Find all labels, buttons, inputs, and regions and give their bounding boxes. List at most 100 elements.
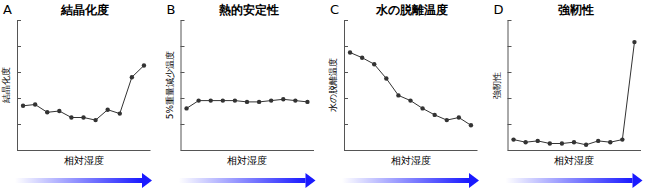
arrow-head — [469, 173, 479, 188]
point — [348, 50, 352, 54]
arrow-shaft — [15, 178, 142, 183]
y-tick-mark — [344, 46, 348, 47]
x-axis-line — [508, 150, 641, 151]
point — [536, 139, 540, 143]
point — [221, 98, 225, 102]
point — [305, 100, 309, 104]
line — [23, 66, 144, 121]
y-tick-mark — [181, 124, 185, 125]
title: 強靭性 — [558, 3, 594, 17]
plot-area — [184, 97, 309, 111]
point — [360, 56, 364, 60]
title: 熱的安定性 — [218, 3, 279, 17]
y-tick — [17, 124, 21, 125]
panel: C水の脱離温度水の脱離温度相対湿度 — [328, 2, 479, 188]
point — [209, 98, 213, 102]
y-tick-mark — [17, 72, 21, 73]
point — [142, 63, 146, 67]
y-tick — [344, 98, 348, 99]
plot-area — [511, 40, 636, 147]
y-tick-mark — [181, 20, 185, 21]
point — [21, 104, 25, 108]
y-axis-line — [508, 21, 509, 151]
point — [548, 141, 552, 145]
point — [457, 115, 461, 119]
y-tick-mark — [508, 124, 512, 125]
y-tick — [344, 124, 348, 125]
point — [396, 93, 400, 97]
point — [596, 139, 600, 143]
y-axis-line — [344, 21, 345, 151]
point — [608, 140, 612, 144]
point — [523, 140, 527, 144]
x-axis-line — [18, 150, 151, 151]
point — [196, 98, 200, 102]
panel: A結晶化度結晶化度相対湿度 — [1, 2, 152, 188]
point — [45, 110, 49, 114]
line — [350, 53, 471, 126]
figure: A結晶化度結晶化度相対湿度B熱的安定性5%重量減少温度相対湿度C水の脱離温度水の… — [0, 0, 650, 195]
panel: D強靭性強靭性相対湿度 — [492, 2, 643, 188]
y-tick-mark — [508, 72, 512, 73]
y-tick-mark — [17, 124, 21, 125]
y-tick-mark — [181, 46, 185, 47]
x-axis-title: 相対湿度 — [391, 155, 431, 166]
y-tick-mark — [17, 20, 21, 21]
panel-label: C — [330, 2, 339, 17]
title: 水の脱離温度 — [375, 3, 448, 17]
panel-label: B — [167, 2, 176, 17]
y-tick-mark — [344, 72, 348, 73]
y-tick — [344, 46, 348, 47]
x-axis-title: 相対湿度 — [64, 155, 104, 166]
y-tick-mark — [181, 98, 185, 99]
y-axis — [344, 21, 348, 151]
point — [281, 97, 285, 101]
x-axis-title: 相対湿度 — [554, 155, 594, 166]
point — [269, 98, 273, 102]
y-axis — [17, 21, 21, 151]
y-tick — [508, 72, 512, 73]
point — [384, 76, 388, 80]
x-axis — [345, 150, 478, 151]
y-tick — [508, 46, 512, 47]
arrow-shaft — [506, 178, 633, 183]
point — [372, 62, 376, 66]
y-tick — [17, 46, 21, 47]
y-tick-mark — [508, 98, 512, 99]
y-tick-mark — [344, 98, 348, 99]
y-tick-mark — [181, 72, 185, 73]
panel-label: D — [494, 2, 504, 17]
x-axis-title: 相対湿度 — [227, 155, 267, 166]
y-tick — [508, 20, 512, 21]
y-tick — [17, 98, 21, 99]
y-tick — [181, 46, 185, 47]
y-axis-title: 強靭性 — [492, 72, 502, 99]
plot-area — [21, 63, 146, 122]
line — [514, 42, 635, 145]
y-tick — [344, 20, 348, 21]
x-axis-line — [345, 150, 478, 151]
title: 結晶化度 — [60, 3, 109, 17]
y-tick — [17, 20, 21, 21]
x-axis — [508, 150, 641, 151]
point — [184, 106, 188, 110]
point — [445, 118, 449, 122]
point — [57, 109, 61, 113]
y-tick — [344, 72, 348, 73]
y-tick-mark — [17, 46, 21, 47]
y-tick-mark — [508, 20, 512, 21]
y-tick — [181, 72, 185, 73]
y-axis-title: 結晶化度 — [1, 67, 11, 104]
x-axis — [181, 150, 314, 151]
y-axis-title: 5%重量減少温度 — [165, 51, 175, 119]
arrow-shaft — [179, 178, 306, 183]
point — [432, 113, 436, 117]
point — [620, 137, 624, 141]
point — [33, 102, 37, 106]
point — [245, 100, 249, 104]
point — [69, 115, 73, 119]
point — [81, 115, 85, 119]
point — [469, 123, 473, 127]
point — [118, 111, 122, 115]
point — [584, 143, 588, 147]
